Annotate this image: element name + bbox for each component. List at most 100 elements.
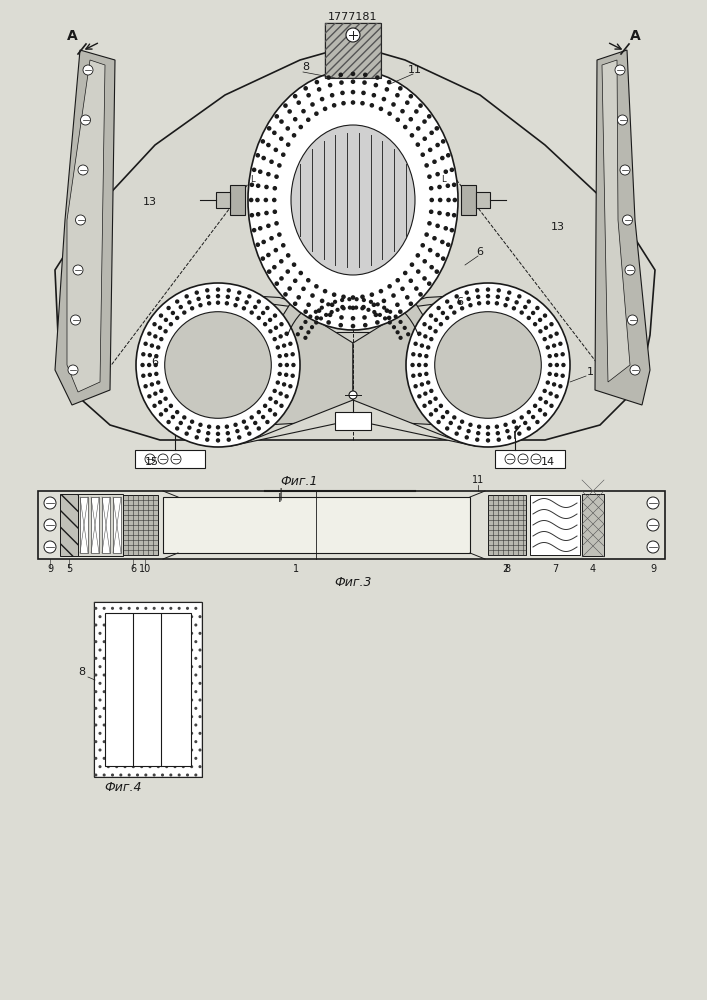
Circle shape bbox=[183, 416, 186, 419]
Ellipse shape bbox=[248, 70, 458, 330]
Circle shape bbox=[250, 214, 254, 217]
Circle shape bbox=[423, 260, 426, 263]
Circle shape bbox=[452, 416, 456, 419]
Circle shape bbox=[342, 307, 345, 310]
Circle shape bbox=[280, 277, 283, 280]
Circle shape bbox=[374, 84, 378, 87]
Circle shape bbox=[389, 310, 392, 313]
Circle shape bbox=[438, 185, 441, 189]
Circle shape bbox=[418, 363, 421, 366]
Circle shape bbox=[285, 373, 288, 376]
Circle shape bbox=[382, 306, 385, 309]
Circle shape bbox=[307, 331, 310, 334]
Circle shape bbox=[549, 335, 552, 338]
Circle shape bbox=[283, 344, 286, 347]
Bar bbox=[38, 491, 665, 559]
Circle shape bbox=[506, 297, 509, 300]
Bar bbox=[495, 450, 565, 468]
Circle shape bbox=[441, 416, 445, 419]
Circle shape bbox=[310, 326, 313, 329]
Circle shape bbox=[320, 306, 323, 309]
Text: 6: 6 bbox=[477, 247, 484, 257]
Circle shape bbox=[442, 257, 445, 260]
Circle shape bbox=[447, 243, 450, 246]
Circle shape bbox=[392, 294, 395, 297]
Text: 1: 1 bbox=[587, 367, 593, 377]
Circle shape bbox=[278, 372, 281, 375]
Circle shape bbox=[373, 311, 375, 313]
Circle shape bbox=[286, 254, 290, 257]
Circle shape bbox=[518, 454, 528, 464]
Circle shape bbox=[562, 363, 565, 366]
Circle shape bbox=[320, 317, 322, 320]
Circle shape bbox=[410, 134, 414, 137]
Circle shape bbox=[302, 287, 305, 290]
Circle shape bbox=[467, 297, 470, 300]
Bar bbox=[78, 494, 123, 556]
Circle shape bbox=[267, 224, 270, 227]
Text: 6: 6 bbox=[151, 357, 158, 367]
Circle shape bbox=[151, 344, 153, 347]
Circle shape bbox=[416, 254, 419, 257]
Circle shape bbox=[273, 266, 276, 269]
Circle shape bbox=[216, 288, 219, 291]
Circle shape bbox=[376, 76, 379, 79]
Circle shape bbox=[165, 318, 168, 321]
Circle shape bbox=[409, 279, 412, 282]
Circle shape bbox=[385, 309, 388, 312]
Circle shape bbox=[416, 270, 420, 273]
Circle shape bbox=[548, 355, 551, 358]
Circle shape bbox=[264, 404, 267, 407]
Circle shape bbox=[382, 299, 385, 302]
Circle shape bbox=[455, 432, 458, 435]
Circle shape bbox=[363, 81, 366, 84]
Circle shape bbox=[278, 164, 281, 167]
Circle shape bbox=[297, 296, 300, 299]
Circle shape bbox=[549, 392, 552, 395]
Circle shape bbox=[227, 289, 230, 292]
Circle shape bbox=[208, 425, 211, 428]
Circle shape bbox=[497, 438, 501, 441]
Circle shape bbox=[307, 279, 310, 282]
Circle shape bbox=[142, 353, 145, 356]
Circle shape bbox=[504, 423, 507, 426]
Circle shape bbox=[496, 302, 498, 305]
Circle shape bbox=[327, 76, 330, 79]
Bar bbox=[94, 602, 202, 777]
Polygon shape bbox=[461, 185, 476, 215]
Circle shape bbox=[273, 187, 276, 190]
Circle shape bbox=[164, 397, 167, 400]
Bar bbox=[91, 497, 99, 553]
Circle shape bbox=[450, 229, 453, 232]
Circle shape bbox=[437, 306, 440, 309]
Circle shape bbox=[446, 213, 450, 216]
Circle shape bbox=[550, 323, 553, 326]
Bar bbox=[530, 495, 580, 555]
Circle shape bbox=[452, 183, 456, 186]
Circle shape bbox=[415, 287, 418, 290]
Circle shape bbox=[351, 324, 355, 328]
Text: 4: 4 bbox=[590, 564, 596, 574]
Circle shape bbox=[44, 541, 56, 553]
Circle shape bbox=[425, 355, 428, 358]
Circle shape bbox=[44, 519, 56, 531]
Circle shape bbox=[396, 118, 399, 121]
Circle shape bbox=[275, 175, 278, 178]
Circle shape bbox=[392, 103, 395, 106]
Circle shape bbox=[543, 389, 547, 392]
Circle shape bbox=[428, 249, 432, 252]
Text: 11: 11 bbox=[408, 65, 422, 75]
Polygon shape bbox=[230, 400, 476, 446]
Circle shape bbox=[68, 365, 78, 375]
Text: L: L bbox=[441, 175, 446, 184]
Text: 15: 15 bbox=[145, 457, 159, 467]
Circle shape bbox=[387, 316, 391, 320]
Circle shape bbox=[376, 303, 379, 306]
Circle shape bbox=[436, 224, 439, 227]
Circle shape bbox=[329, 313, 332, 316]
Circle shape bbox=[216, 432, 219, 435]
Circle shape bbox=[329, 84, 332, 87]
Circle shape bbox=[418, 332, 421, 335]
Circle shape bbox=[243, 420, 245, 423]
Circle shape bbox=[532, 416, 534, 419]
